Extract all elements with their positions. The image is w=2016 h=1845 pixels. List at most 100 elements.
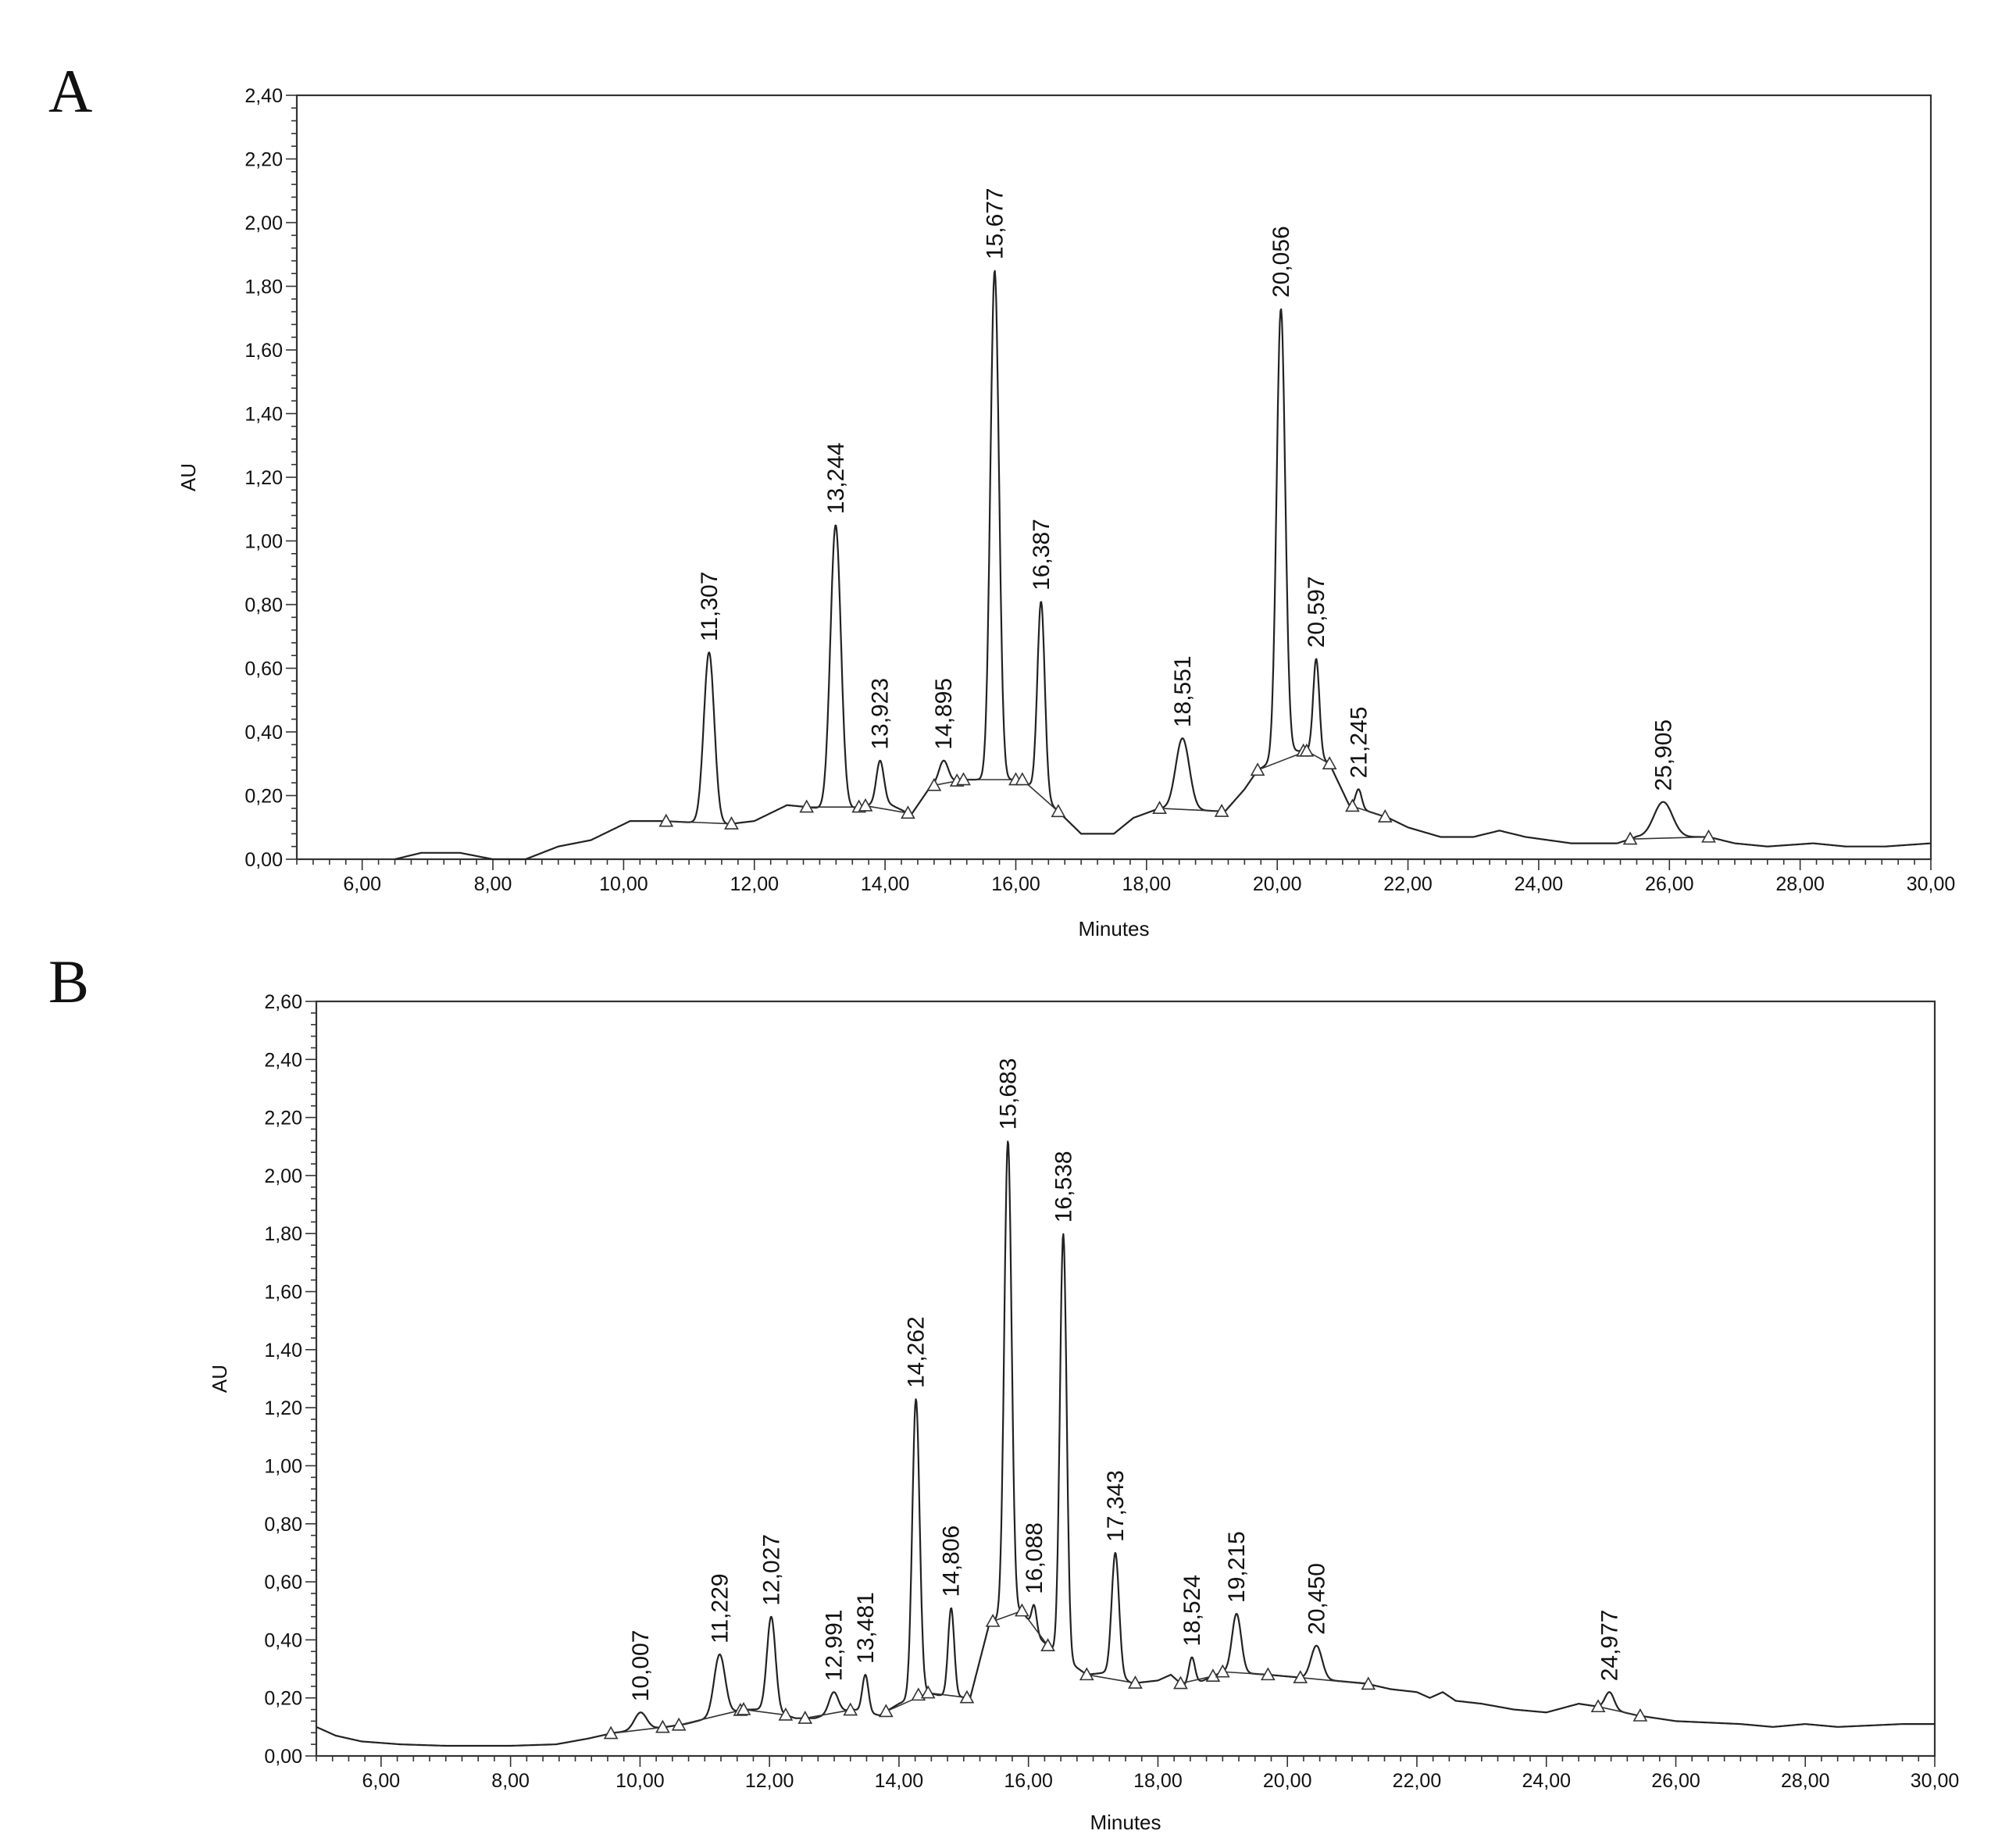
panel-b-peak-label: 11,229 <box>707 1573 733 1643</box>
panel-b-y-tick-label: 2,00 <box>264 1165 302 1187</box>
panel-b-label: B <box>48 947 90 1015</box>
panel-a-peak-label: 11,307 <box>697 572 723 642</box>
panel-a-x-tick-label: 24,00 <box>1515 873 1564 895</box>
panel-b-integration-marker <box>1260 1667 1276 1681</box>
panel-b-peak-label: 16,088 <box>1022 1522 1047 1594</box>
panel-b-y-tick-label: 0,80 <box>264 1514 302 1536</box>
panel-b-integration-marker <box>1015 1603 1029 1617</box>
panel-a-x-tick-label: 28,00 <box>1775 873 1825 895</box>
panel-a-peak-label: 20,597 <box>1304 576 1329 648</box>
panel-a-label: A <box>48 57 93 125</box>
panel-b-peak-label: 12,991 <box>821 1609 847 1681</box>
panel-b-y-tick-label: 2,20 <box>264 1108 302 1129</box>
panel-b-integration-marker <box>736 1701 751 1715</box>
panel-a-signal-trace <box>394 269 1932 861</box>
panel-a-x-minor-ticks <box>296 859 1932 870</box>
panel-a-x-tick-label: 10,00 <box>599 873 648 895</box>
panel-b-y-tick-label: 1,60 <box>264 1282 302 1304</box>
panel-a-y-tick-label: 1,60 <box>244 340 283 362</box>
panel-a-y-tick-label: 2,20 <box>244 149 283 171</box>
panel-b-integration-marker <box>920 1685 936 1699</box>
panel-b-integration-marker <box>985 1613 1001 1627</box>
panel-a-y-tick-label: 0,20 <box>244 786 283 808</box>
panel-a-x-tick-label: 12,00 <box>730 873 779 895</box>
panel-a-integration-marker <box>1015 772 1030 786</box>
panel-a-x-axis-label: Minutes <box>1078 917 1149 940</box>
panel-b-x-tick-label: 6,00 <box>362 1770 401 1792</box>
panel-a-y-tick-label: 0,60 <box>244 658 283 680</box>
panel-b-peak-label: 24,977 <box>1597 1609 1623 1681</box>
panel-a-peak-label: 20,056 <box>1268 226 1294 298</box>
panel-b-y-axis-label: AU <box>208 1365 231 1393</box>
panel-b-integration-baseline <box>1597 1706 1641 1717</box>
panel-b-integration-marker <box>1040 1638 1055 1652</box>
panel-b-x-tick-label: 8,00 <box>491 1770 530 1792</box>
panel-a-integration-marker <box>858 798 873 812</box>
panel-b-y-tick-label: 2,40 <box>264 1049 302 1071</box>
panel-a-y-tick-label: 2,00 <box>244 212 283 234</box>
panel-a-integration-marker <box>1322 756 1337 769</box>
panel-a-y-tick-label: 1,00 <box>244 531 283 553</box>
panel-a-peak-label: 21,245 <box>1346 707 1372 779</box>
panel-a-y-tick-label: 1,20 <box>244 467 283 489</box>
panel-a-integration-marker <box>1299 743 1315 757</box>
panel-b-y-minor-ticks <box>305 1001 316 1757</box>
panel-b-x-tick-label: 18,00 <box>1133 1770 1183 1792</box>
panel-b-x-tick-label: 22,00 <box>1393 1770 1442 1792</box>
panel-a-y-tick-label: 0,40 <box>244 722 283 744</box>
panel-b-x-axis-label: Minutes <box>1090 1811 1161 1834</box>
panel-b-integration-marker <box>878 1704 894 1718</box>
panel-a-integration-baseline <box>1159 808 1222 812</box>
panel-b-integration-marker <box>959 1690 975 1704</box>
panel-a-integration-marker <box>724 816 739 830</box>
panel-b-x-tick-label: 28,00 <box>1781 1770 1830 1792</box>
panel-a-integration-marker <box>1622 831 1638 845</box>
panel-b-integration-marker <box>1173 1675 1188 1690</box>
panel-b-y-tick-label: 0,20 <box>264 1688 302 1710</box>
panel-b-y-tick-label: 0,40 <box>264 1629 302 1651</box>
panel-b-x-tick-label: 26,00 <box>1651 1770 1700 1792</box>
panel-b-y-tick-label: 1,80 <box>264 1223 302 1245</box>
panel-b-integration-baseline <box>678 1709 741 1726</box>
panel-b-integration-baseline <box>1021 1610 1049 1647</box>
panel-b-y-tick-label: 1,40 <box>264 1340 302 1361</box>
panel-a-plot-frame <box>295 94 1932 861</box>
panel-b-integration-baseline <box>743 1708 786 1716</box>
panel-b-peak-label: 17,343 <box>1103 1470 1129 1542</box>
panel-a-integration-marker <box>1250 762 1265 776</box>
panel-a-peak-label: 13,244 <box>823 442 849 514</box>
panel-a-integration-marker <box>1214 804 1229 817</box>
panel-a-y-minor-ticks <box>286 95 297 860</box>
panel-a-x-tick-label: 8,00 <box>474 873 512 895</box>
panel-a-x-tick-label: 26,00 <box>1645 873 1694 895</box>
panel-a-y-tick-label: 0,80 <box>244 594 283 616</box>
panel-b-integration-baseline <box>1222 1671 1268 1675</box>
panel-a-y-tick-label: 0,00 <box>244 849 283 871</box>
panel-b-peak-label: 20,450 <box>1304 1563 1329 1635</box>
panel-a-integration-marker <box>1345 798 1360 812</box>
panel-a-integration-baseline <box>865 805 908 814</box>
panel-b-integration-marker <box>1361 1676 1376 1690</box>
panel-b-x-tick-label: 14,00 <box>875 1770 924 1792</box>
panel-b-x-tick-label: 30,00 <box>1911 1770 1960 1792</box>
panel-b-chart: 6,00 8,00 10,00 12,00 14,00 16,00 18,00 20,00 22… <box>208 991 1959 1834</box>
panel-b-peak-label: 14,806 <box>939 1526 965 1597</box>
panel-a-x-tick-label: 6,00 <box>343 873 381 895</box>
panel-b-plot-frame <box>315 1000 1936 1758</box>
panel-a-integration-marker <box>901 805 915 819</box>
panel-a-y-axis-label: AU <box>177 463 200 491</box>
panel-a-x-tick-label: 18,00 <box>1122 873 1172 895</box>
panel-b-integration-marker <box>1590 1699 1606 1713</box>
panel-b-integration-baseline <box>1086 1674 1136 1684</box>
panel-b-y-tick-label: 1,00 <box>264 1455 302 1477</box>
panel-a-integration-marker <box>956 772 971 786</box>
panel-a-integration-marker <box>658 813 674 827</box>
panel-b-integration-marker <box>1128 1675 1143 1689</box>
panel-b-peak-label: 10,007 <box>628 1630 654 1702</box>
panel-b-y-tick-label: 2,60 <box>264 991 302 1013</box>
panel-b-y-tick-label: 0,00 <box>264 1746 302 1768</box>
panel-b-integration-marker <box>797 1711 813 1724</box>
panel-b-signal-trace <box>316 1140 1936 1747</box>
panel-b-integration-baseline <box>1300 1676 1368 1685</box>
panel-b-y-tick-label: 0,60 <box>264 1572 302 1593</box>
